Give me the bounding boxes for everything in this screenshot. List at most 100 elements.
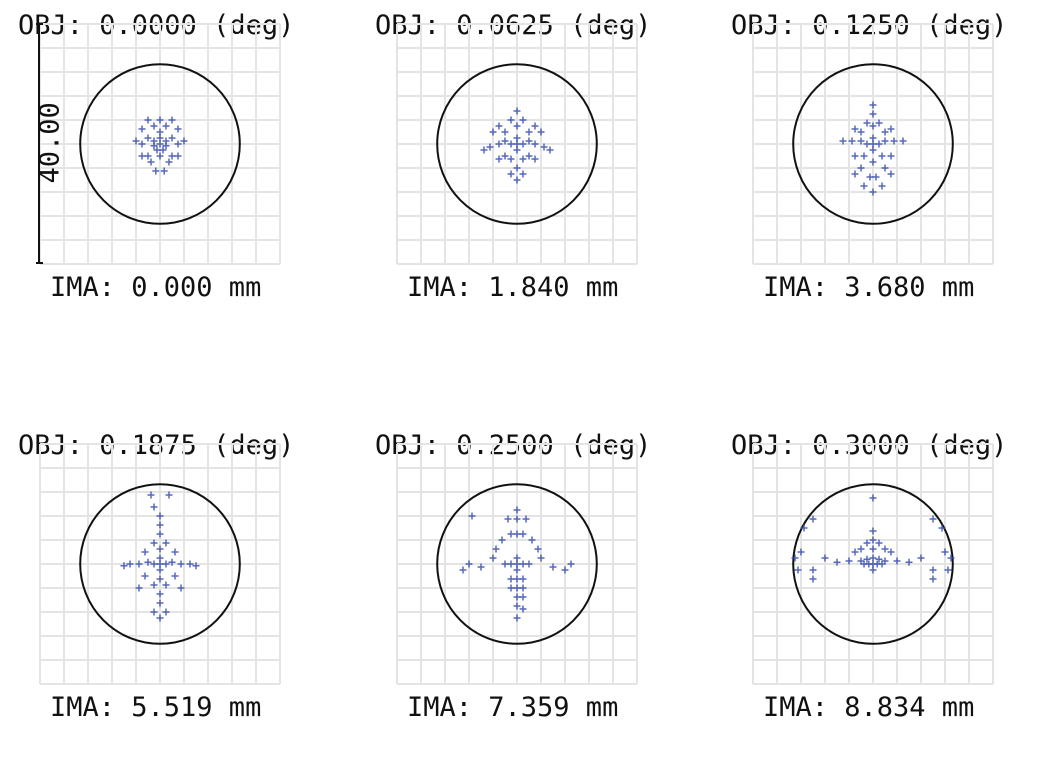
spot-plot [39,443,281,685]
airy-disk-circle [792,483,954,645]
ray-spot [513,506,521,514]
ray-spot [809,566,817,574]
ray-spot [486,143,494,151]
ray-spot [528,536,536,544]
field-angle-label: OBJ: 0.1250 (deg) [731,10,1008,41]
spot-plot [396,443,638,685]
ray-spot [156,521,164,529]
ray-spot [156,128,164,136]
ray-spot [141,548,149,556]
airy-disk-circle [436,63,598,225]
spot-plot [396,23,638,265]
ray-spot [507,530,515,538]
ray-spot [504,515,512,523]
airy-disk-circle [436,483,598,645]
ray-spot [477,563,485,571]
ray-spot [863,555,871,563]
ray-spot [525,560,533,568]
ray-spot [480,146,488,154]
spot-panel: OBJ: 0.3000 (deg) IMA: 8.834 mm [731,420,1050,750]
ray-spot [893,557,901,565]
ray-spot [507,584,515,592]
ray-spot [821,554,829,562]
ray-spot [468,512,476,520]
airy-disk-circle [79,63,241,225]
airy-disk-circle [79,483,241,645]
ray-spot [869,146,877,154]
spot-panel: OBJ: 0.1875 (deg) IMA: 5.519 mm [18,420,375,750]
ray-spot [138,125,146,133]
ray-spot [851,152,859,160]
image-height-label: IMA: 0.000 mm [50,272,262,303]
ray-spot [152,167,160,175]
ray-spot [501,560,509,568]
ray-spot [890,137,898,145]
ray-spot [186,560,194,568]
ray-spot [513,614,521,622]
ray-spot [860,182,868,190]
ray-spot [531,140,539,148]
ray-spot [165,491,173,499]
ray-spot [141,572,149,580]
ray-spot [156,560,164,568]
ray-spot [525,128,533,136]
ray-spot [144,134,152,142]
ray-spot [851,170,859,178]
ray-spot [156,590,164,598]
ray-spot [171,548,179,556]
ray-spot [174,125,182,133]
ray-spot [869,122,877,130]
ray-spot [165,158,173,166]
ray-spot [869,140,877,148]
ray-spot [513,146,521,154]
ray-spot [519,560,527,568]
ray-spot [863,119,871,127]
image-height-label: IMA: 1.840 mm [407,272,619,303]
ray-spot [531,122,539,130]
ray-spot [156,152,164,160]
ray-spot [498,536,506,544]
ray-spot [156,530,164,538]
airy-disk-circle [792,63,954,225]
ray-spot [495,122,503,130]
ray-spot [138,140,146,148]
ray-spot [869,134,877,142]
ray-spot [162,122,170,130]
ray-spot [135,560,143,568]
ray-spot [160,167,168,175]
ray-spot [159,146,167,154]
ray-spot [848,137,856,145]
ray-spot [851,548,859,556]
ray-spot [929,575,937,583]
ray-spot [845,557,853,565]
ray-spot [513,515,521,523]
ray-spot [513,176,521,184]
ray-spot [944,566,952,574]
spot-panel: OBJ: 0.1250 (deg) IMA: 3.680 mm [731,0,1050,330]
ray-spot [881,545,889,553]
ray-spot [947,554,955,562]
ray-spot [875,539,883,547]
ray-spot [147,491,155,499]
ray-spot [150,142,158,150]
spot-panel: OBJ: 0.2500 (deg) IMA: 7.359 mm [375,420,732,750]
ray-spot [869,536,877,544]
ray-spot [171,572,179,580]
ray-spot [875,119,883,127]
ray-spot [495,155,503,163]
ray-spot [839,137,847,145]
ray-spot [507,116,515,124]
ray-spot [144,152,152,160]
ray-spot [929,515,937,523]
ray-spot [869,101,877,109]
ray-spot [150,560,158,568]
ray-spot [519,140,527,148]
spot-plot [752,23,994,265]
ray-spot [863,539,871,547]
ray-spot [150,122,158,130]
ray-spot [800,524,808,532]
ray-spot [809,515,817,523]
ray-spot [881,164,889,172]
ray-spot [501,152,509,160]
ray-spot [869,545,877,553]
